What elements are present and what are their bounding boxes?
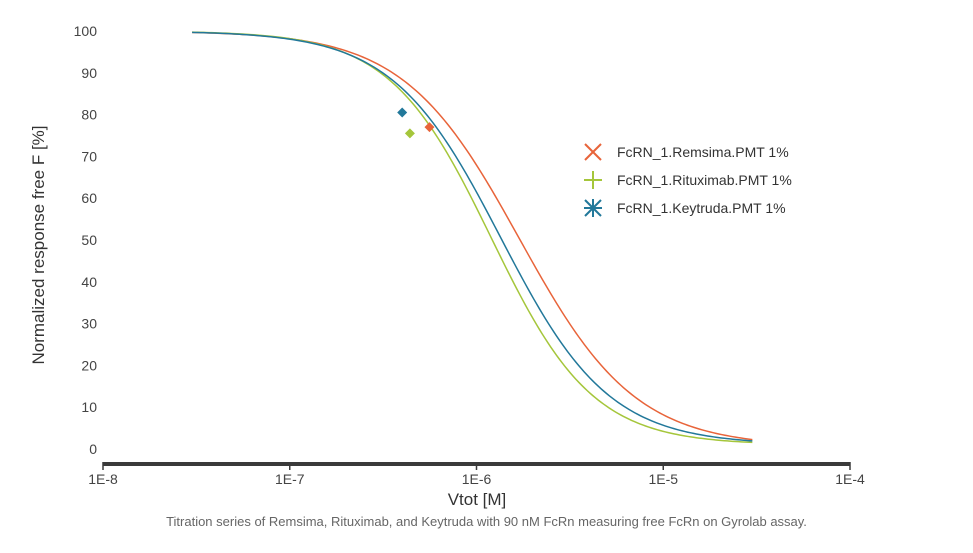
series-point-0 (424, 122, 435, 133)
legend-marker-+-icon (584, 171, 602, 189)
y-tick-label: 60 (81, 190, 97, 206)
series-points (397, 107, 435, 139)
y-tick-label: 10 (81, 399, 97, 415)
series-curve-2 (192, 31, 753, 442)
y-axis-title: Normalized response free F [%] (29, 125, 48, 364)
y-tick-label: 0 (89, 441, 97, 457)
y-tick-label: 50 (81, 232, 97, 248)
series-curve-1 (192, 31, 753, 444)
y-tick-label: 90 (81, 65, 97, 81)
legend-marker-asterisk-icon (584, 199, 602, 217)
legend-item-1: FcRN_1.Rituximab.PMT 1% (584, 171, 792, 189)
legend: FcRN_1.Remsima.PMT 1% FcRN_1.Rituximab.PM… (584, 143, 792, 217)
y-tick-label: 30 (81, 316, 97, 332)
series-point-2 (397, 107, 408, 118)
x-axis-ticks: 1E-8 1E-7 1E-6 1E-5 1E-4 (88, 462, 865, 487)
figure-caption: Titration series of Remsima, Rituximab, … (166, 514, 807, 529)
x-axis-title: Vtot [M] (448, 490, 507, 509)
y-tick-label: 70 (81, 148, 97, 164)
y-tick-label: 40 (81, 274, 97, 290)
legend-label-1: FcRN_1.Rituximab.PMT 1% (617, 172, 792, 188)
x-tick-label: 1E-7 (275, 471, 305, 487)
y-axis-ticks: 0 10 20 30 40 50 60 70 80 90 100 (74, 23, 98, 457)
legend-item-2: FcRN_1.Keytruda.PMT 1% (584, 199, 786, 217)
series-point-1 (404, 128, 415, 139)
x-tick-label: 1E-8 (88, 471, 118, 487)
legend-item-0: FcRN_1.Remsima.PMT 1% (584, 143, 789, 161)
legend-label-0: FcRN_1.Remsima.PMT 1% (617, 144, 789, 160)
y-tick-label: 100 (74, 23, 98, 39)
x-tick-label: 1E-5 (648, 471, 678, 487)
series-curves (192, 31, 753, 444)
legend-marker-x-icon (584, 143, 602, 161)
x-tick-label: 1E-6 (462, 471, 492, 487)
y-tick-label: 80 (81, 107, 97, 123)
y-tick-label: 20 (81, 357, 97, 373)
x-tick-label: 1E-4 (835, 471, 865, 487)
series-curve-0 (192, 31, 753, 441)
legend-label-2: FcRN_1.Keytruda.PMT 1% (617, 200, 786, 216)
